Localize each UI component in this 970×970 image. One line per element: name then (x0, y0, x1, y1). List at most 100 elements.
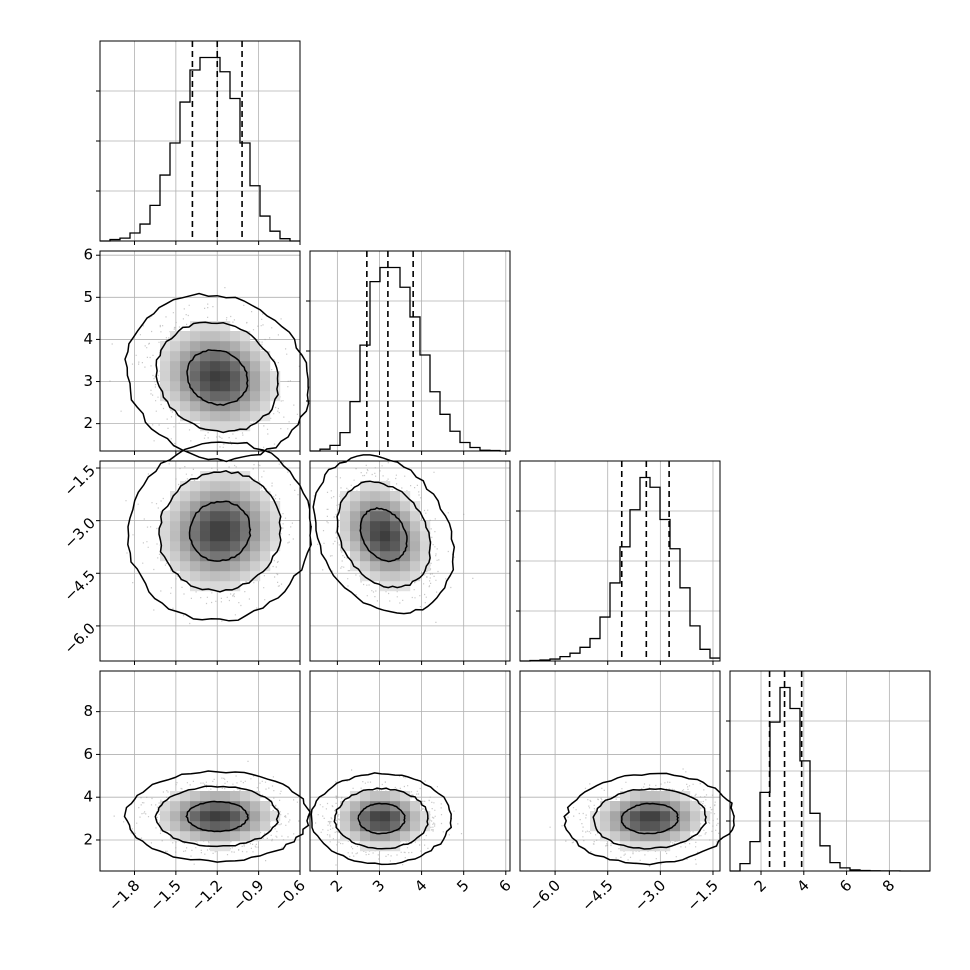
density-cell (600, 811, 611, 822)
density-cell (270, 501, 281, 512)
density-cell (210, 411, 221, 422)
density-cell (600, 821, 611, 832)
density-cell (190, 581, 201, 592)
density-cell (340, 531, 351, 542)
density-cell (650, 841, 661, 852)
density-cell (400, 551, 411, 562)
density-cell (170, 541, 181, 552)
density-cell (220, 821, 231, 832)
x-tick-label: 6 (495, 876, 514, 895)
density-cell (240, 391, 251, 402)
y-tick-label: −6.0 (61, 619, 99, 657)
density-cell (390, 531, 401, 542)
density-cell (160, 361, 171, 372)
density-cell (410, 821, 421, 832)
density-cell (210, 331, 221, 342)
density-cell (350, 531, 361, 542)
density-cell (220, 551, 231, 562)
density-cell (660, 791, 671, 802)
scatter-panel-1-0 (96, 250, 310, 463)
density-cell (210, 541, 221, 552)
density-cell (220, 531, 231, 542)
density-cell (190, 401, 201, 412)
density-cell (640, 821, 651, 832)
density-cell (650, 811, 661, 822)
contour-line (185, 800, 249, 833)
density-cell (640, 791, 651, 802)
density-cell (180, 811, 191, 822)
density-cell (240, 821, 251, 832)
density-cell (170, 401, 181, 412)
density-cell (380, 501, 391, 512)
density-cell (200, 411, 211, 422)
contour-line (310, 772, 453, 866)
contour-line (188, 500, 252, 562)
density-cell (250, 481, 261, 492)
density-cell (190, 361, 201, 372)
density-cell (240, 511, 251, 522)
contour-line (592, 788, 707, 850)
density-cell (240, 801, 251, 812)
density-cell (370, 481, 381, 492)
density-cell (620, 801, 631, 812)
density-cell (190, 571, 201, 582)
contour-line (155, 321, 279, 434)
density-cell (390, 791, 401, 802)
density-cell (350, 521, 361, 532)
density-cell (200, 351, 211, 362)
density-cell (400, 541, 411, 552)
density-cell (220, 471, 231, 482)
density-cell (200, 331, 211, 342)
density-cell (400, 571, 411, 582)
density-cell (610, 831, 621, 842)
density-cell (690, 811, 701, 822)
density-cell (270, 381, 281, 392)
axes-frame (309, 250, 511, 452)
density-cell (220, 801, 231, 812)
density-cell (360, 491, 371, 502)
x-tick-label: 3 (369, 876, 388, 895)
density-cell (220, 811, 231, 822)
density-cell (410, 531, 421, 542)
density-cell (350, 541, 361, 552)
density-cell (160, 821, 171, 832)
density-cell (620, 831, 631, 842)
x-tick-label: −0.6 (271, 876, 309, 914)
density-cell (220, 321, 231, 332)
density-cell (410, 551, 421, 562)
density-cell (220, 341, 231, 352)
density-cell (380, 491, 391, 502)
density-cell (260, 371, 271, 382)
density-cell (170, 531, 181, 542)
density-cell (390, 581, 401, 592)
density-cell (260, 531, 271, 542)
density-cell (360, 511, 371, 522)
density-cell (370, 801, 381, 812)
density-cell (180, 481, 191, 492)
density-cell (410, 801, 421, 812)
density-cell (350, 561, 361, 572)
density-cell (180, 541, 191, 552)
contour-line (127, 441, 312, 622)
density-cell (210, 381, 221, 392)
contour-line (312, 454, 456, 615)
density-cell (390, 841, 401, 852)
density-cell (400, 501, 411, 512)
density-cell (210, 421, 221, 432)
contour-line (333, 787, 429, 850)
density-cell (180, 361, 191, 372)
density-cell (190, 331, 201, 342)
density-cell (650, 801, 661, 812)
density-cell (400, 521, 411, 532)
density-cell (200, 541, 211, 552)
density-cell (390, 571, 401, 582)
density-cell (240, 371, 251, 382)
density-cell (210, 391, 221, 402)
density-cell (230, 471, 241, 482)
density-cell (180, 331, 191, 342)
density-cell (170, 831, 181, 842)
axes-frame (309, 460, 511, 662)
density-cell (380, 581, 391, 592)
density-cell (200, 521, 211, 532)
x-tick-label: 4 (793, 876, 812, 895)
